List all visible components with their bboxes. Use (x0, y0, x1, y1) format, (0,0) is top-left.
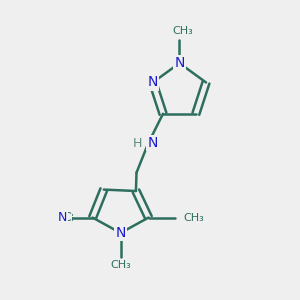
Text: N: N (57, 211, 67, 224)
Text: H: H (133, 137, 142, 150)
Text: N: N (174, 56, 184, 70)
Text: N: N (148, 136, 158, 150)
Text: CH₃: CH₃ (172, 26, 193, 36)
Text: CH₃: CH₃ (110, 260, 131, 270)
Text: N: N (148, 76, 158, 89)
Text: N: N (116, 226, 126, 240)
Text: CH₃: CH₃ (184, 213, 205, 223)
Text: C: C (62, 211, 71, 224)
